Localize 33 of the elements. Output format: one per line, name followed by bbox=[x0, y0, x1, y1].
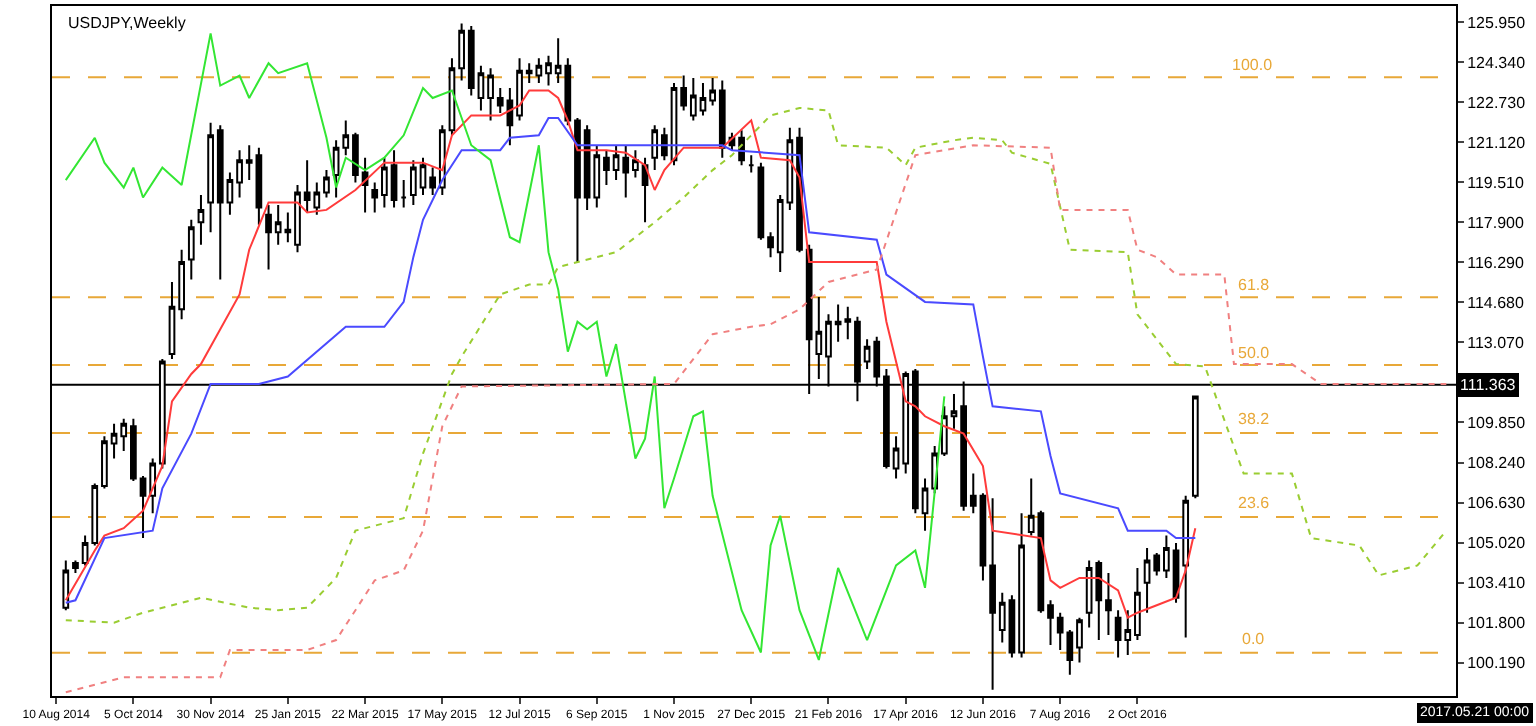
y-tick-label: 117.900 bbox=[1467, 213, 1525, 232]
y-tick-label: 109.850 bbox=[1467, 414, 1527, 433]
candlestick bbox=[197, 193, 205, 246]
candlestick bbox=[62, 559, 70, 612]
y-tick-label: 101.800 bbox=[1467, 614, 1527, 633]
annotation: 61.8 bbox=[1238, 276, 1271, 294]
y-tick-label: 108.240 bbox=[1467, 454, 1527, 473]
candlestick bbox=[400, 179, 408, 209]
y-tick-label: 106.630 bbox=[1467, 494, 1527, 513]
annotation: 23.6 bbox=[1238, 494, 1271, 512]
line-series bbox=[64, 144, 1448, 694]
annotation: 100.0 bbox=[1232, 56, 1274, 74]
y-tick-label: 121.120 bbox=[1467, 133, 1527, 152]
y-tick-label: 100.190 bbox=[1467, 654, 1527, 673]
ref-line-label: 111.363 bbox=[1460, 376, 1517, 394]
y-tick-label: 105.020 bbox=[1467, 534, 1527, 553]
y-tick-label: 116.290 bbox=[1467, 253, 1525, 272]
annotation: 50.0 bbox=[1238, 344, 1271, 362]
y-tick-label: 119.510 bbox=[1467, 173, 1525, 192]
annotation: 0.0 bbox=[1242, 630, 1266, 648]
candlestick bbox=[187, 218, 195, 281]
y-tick-label: 103.410 bbox=[1467, 574, 1527, 593]
y-tick-label: 125.950 bbox=[1467, 13, 1527, 32]
y-tick-label: 114.680 bbox=[1467, 293, 1525, 312]
line-series bbox=[64, 106, 1448, 624]
y-tick-label: 113.070 bbox=[1467, 334, 1525, 353]
y-tick-label: 122.730 bbox=[1467, 93, 1527, 112]
candlestick bbox=[1191, 395, 1199, 500]
y-tick-label: 124.340 bbox=[1467, 53, 1527, 72]
annotation: 38.2 bbox=[1238, 410, 1271, 428]
line-series bbox=[64, 32, 946, 661]
text: USDJPY,Weekly bbox=[68, 14, 186, 32]
candlestick bbox=[747, 154, 755, 174]
